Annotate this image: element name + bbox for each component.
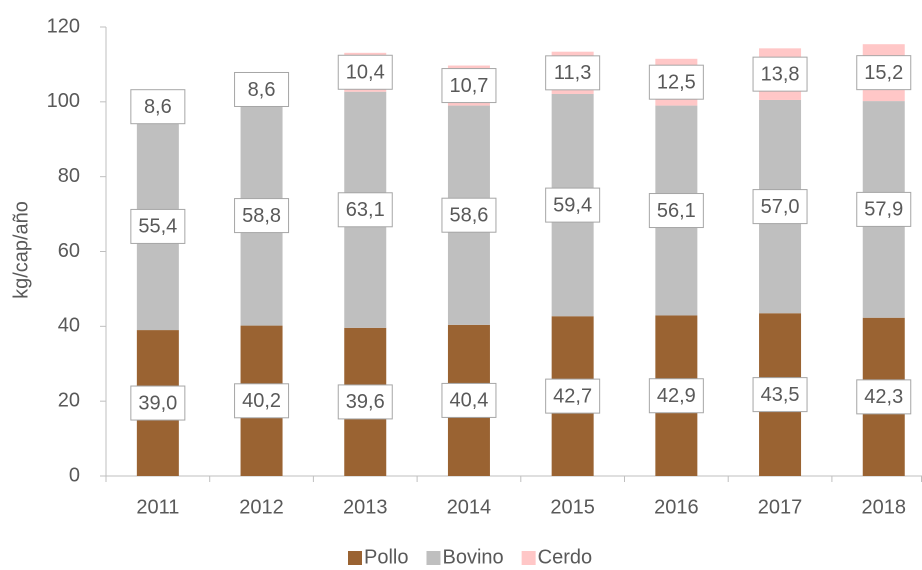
data-label-box <box>234 383 290 419</box>
data-label-box <box>856 379 912 415</box>
x-tick-label: 2013 <box>343 496 388 518</box>
data-label-box <box>856 191 912 227</box>
data-label: 58,8 <box>242 205 281 227</box>
x-tick-label: 2015 <box>550 496 595 518</box>
data-label-box <box>752 189 808 225</box>
data-label: 12,5 <box>657 71 696 93</box>
data-label: 42,3 <box>864 386 903 408</box>
legend-label: Pollo <box>364 546 408 568</box>
data-label-box <box>130 385 186 421</box>
data-label-box <box>337 384 393 420</box>
data-label: 55,4 <box>138 216 177 238</box>
data-label-box <box>441 197 497 233</box>
data-label: 56,1 <box>657 200 696 222</box>
x-tick-label: 2018 <box>862 496 907 518</box>
y-tick-label: 40 <box>58 315 80 337</box>
y-axis-title: kg/cap/año <box>10 201 32 299</box>
data-label: 40,4 <box>449 390 488 412</box>
data-label-box <box>648 378 704 414</box>
data-label-box <box>752 56 808 92</box>
data-label: 63,1 <box>346 199 385 221</box>
data-label-box <box>234 71 290 107</box>
y-tick-label: 0 <box>69 464 80 486</box>
data-label: 11,3 <box>554 62 591 84</box>
y-tick-label: 100 <box>47 90 80 112</box>
data-label-box <box>130 89 186 125</box>
data-label: 10,7 <box>449 75 488 97</box>
data-label: 42,7 <box>553 385 592 407</box>
data-label-box <box>337 192 393 228</box>
data-label-box <box>648 193 704 229</box>
data-label: 8,6 <box>144 96 172 118</box>
data-label-box <box>648 64 704 100</box>
data-label: 39,0 <box>138 392 177 414</box>
legend-label: Bovino <box>442 546 503 568</box>
data-label-box <box>752 377 808 413</box>
y-tick-label: 120 <box>47 15 80 37</box>
data-label-box <box>545 55 601 91</box>
legend-swatch <box>521 551 536 565</box>
y-tick-label: 60 <box>58 240 80 262</box>
x-tick-label: 2016 <box>654 496 699 518</box>
data-label: 57,0 <box>761 196 800 218</box>
data-label-box <box>234 198 290 234</box>
data-label: 42,9 <box>657 385 696 407</box>
x-tick-label: 2014 <box>447 496 492 518</box>
data-label: 8,6 <box>248 79 276 101</box>
data-label-box <box>130 208 186 244</box>
data-label-box <box>441 382 497 418</box>
x-tick-label: 2017 <box>758 496 803 518</box>
x-tick-label: 2011 <box>136 496 179 518</box>
data-label-box <box>545 378 601 414</box>
data-label: 43,5 <box>761 384 800 406</box>
data-label: 39,6 <box>346 391 385 413</box>
data-label: 59,4 <box>553 194 592 216</box>
data-label-box <box>545 187 601 223</box>
data-label-box <box>337 54 393 90</box>
data-label: 13,8 <box>761 63 800 85</box>
data-label: 57,9 <box>864 199 903 221</box>
data-label: 15,2 <box>864 62 903 84</box>
legend-swatch <box>348 551 362 565</box>
data-label-box <box>856 55 912 91</box>
data-label-box <box>441 68 497 104</box>
y-tick-label: 20 <box>58 389 80 411</box>
x-tick-label: 2012 <box>239 496 284 518</box>
y-tick-label: 80 <box>58 165 80 187</box>
legend-swatch <box>426 551 441 565</box>
data-label: 58,6 <box>449 204 488 226</box>
legend-label: Cerdo <box>538 546 592 568</box>
data-label: 10,4 <box>346 62 385 84</box>
data-label: 40,2 <box>242 390 281 412</box>
